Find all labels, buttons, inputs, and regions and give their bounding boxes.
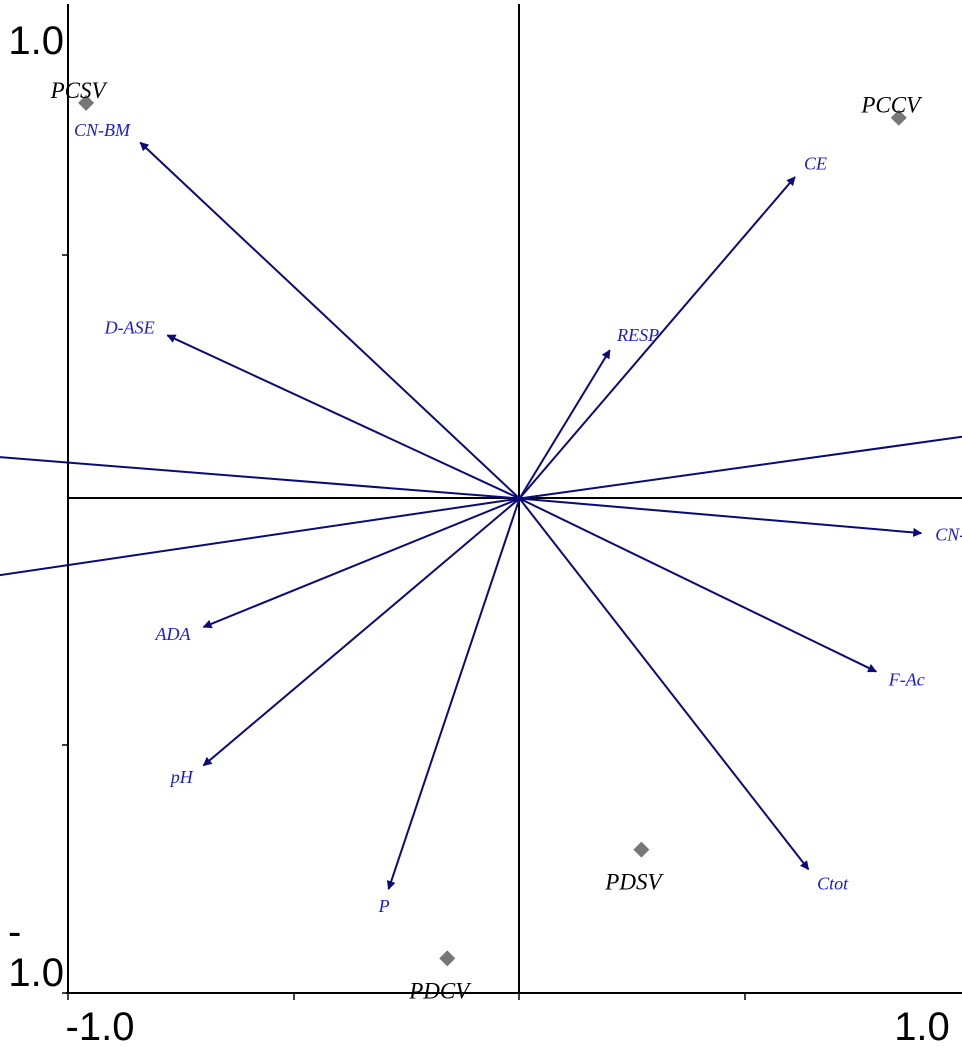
variable-arrow: qco2	[519, 435, 962, 500]
variable-arrow: CN-MO	[519, 497, 962, 545]
site-marker	[890, 109, 907, 126]
arrow-line	[519, 497, 923, 537]
arrow-line	[518, 497, 810, 871]
site-label: PCCV	[860, 93, 923, 118]
y-tick-label-min: 1.0	[8, 951, 64, 995]
arrow-line	[519, 497, 877, 673]
variable-arrow: Ctot	[518, 497, 849, 894]
arrow-line	[519, 435, 962, 500]
site-point: PCCV	[860, 93, 923, 126]
variable-arrow: D-ASE	[104, 318, 520, 500]
variable-arrow: BMC	[0, 497, 520, 577]
arrow-label: F-Ac	[888, 669, 925, 689]
arrow-label: RESP	[616, 325, 659, 345]
arrow-line	[0, 497, 520, 577]
arrow-label: ADA	[154, 624, 191, 644]
site-point: PCSV	[50, 78, 109, 111]
site-marker	[633, 841, 650, 858]
variable-arrow: CBM-CT	[0, 456, 520, 500]
arrow-line	[386, 498, 521, 891]
arrow-line	[166, 334, 520, 500]
x-tick-label-min: -1.0	[66, 1005, 135, 1047]
arrow-line	[139, 141, 521, 500]
arrow-label: pH	[169, 767, 194, 787]
variable-arrow: CN-BM	[74, 120, 521, 500]
arrow-line	[518, 176, 796, 500]
site-point: PDSV	[604, 841, 664, 895]
variable-arrow: CE	[518, 153, 827, 500]
arrow-line	[518, 349, 611, 500]
site-label: PDCV	[408, 978, 472, 1003]
arrow-line	[202, 497, 520, 629]
arrow-line	[202, 497, 521, 767]
variable-arrow: ADA	[154, 497, 520, 644]
x-tick-label-max: 1.0	[894, 1005, 950, 1047]
site-points: PCSV PCCV PDSV PDCV	[50, 78, 924, 1003]
variable-arrow: P	[378, 498, 521, 916]
variable-arrow: RESP	[518, 325, 659, 500]
site-point: PDCV	[408, 950, 472, 1003]
arrow-label: D-ASE	[104, 318, 155, 338]
site-label: PDSV	[604, 870, 664, 895]
variable-arrow: pH	[169, 497, 521, 787]
site-label: PCSV	[50, 78, 109, 103]
y-tick-label-max: 1.0	[8, 19, 64, 63]
arrow-label: CE	[804, 153, 827, 173]
arrow-label: CN-MO	[935, 525, 962, 545]
y-tick-label-min-sign: -	[8, 910, 21, 954]
site-marker	[439, 950, 456, 967]
arrow-label: P	[378, 896, 390, 916]
arrow-label: CN-BM	[74, 120, 131, 140]
site-marker	[78, 94, 95, 111]
variable-arrow: F-Ac	[519, 497, 925, 689]
arrow-line	[0, 456, 520, 500]
arrow-label: Ctot	[817, 874, 849, 894]
variable-arrows: CN-BM CE D-ASE RESP qco2CBM-CT CN-MO BMC ADA F-A…	[0, 120, 962, 916]
axis-ticks	[62, 254, 746, 1000]
